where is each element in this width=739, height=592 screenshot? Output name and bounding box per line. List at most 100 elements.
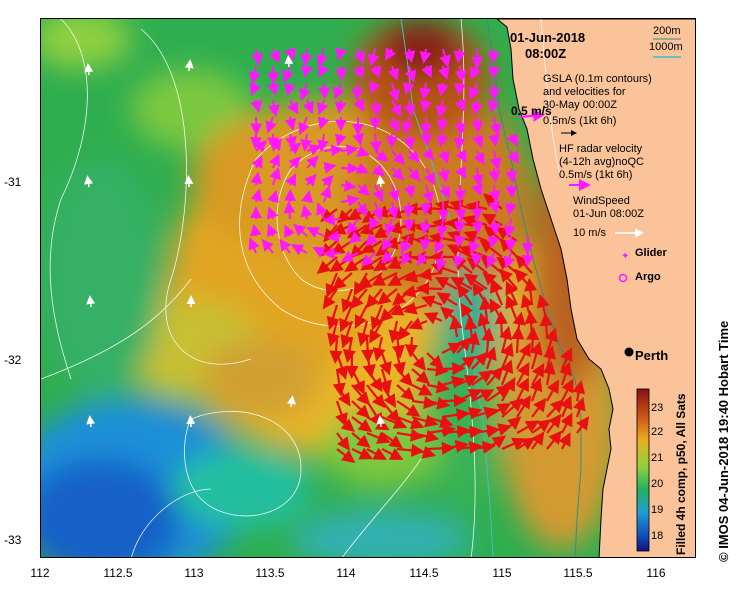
hf-vector-arrow [501, 416, 522, 434]
gsla-vector-arrow [470, 99, 483, 116]
gsla-vector-arrow [265, 116, 277, 134]
hf-vector-arrow [441, 375, 466, 389]
gsla-vector-arrow [340, 194, 360, 207]
hf-vector-arrow [366, 368, 383, 393]
gsla-vector-arrow [402, 201, 415, 219]
hf-vector-arrow [449, 315, 463, 338]
x-tick: 113.5 [255, 566, 285, 580]
hf-vector-arrow [411, 445, 437, 459]
hf-vector-arrow [511, 326, 525, 354]
gsla-vector-arrow [291, 244, 308, 256]
gsla-vector-arrow [355, 201, 368, 217]
gsla-vector-arrow [468, 82, 481, 100]
hf-vector-arrow [351, 447, 374, 460]
gsla-label-2: and velocities for [543, 86, 626, 98]
gsla-vector-arrow [369, 65, 382, 79]
gsla-vector-arrow [261, 238, 274, 254]
gsla-vector-arrow [423, 167, 435, 186]
x-tick: 113 [184, 566, 204, 580]
gsla-vector-arrow [419, 82, 432, 101]
hf-vector-arrow [516, 420, 540, 434]
hf-vector-arrow [486, 366, 504, 386]
gsla-vector-arrow [353, 65, 365, 80]
gsla-vector-arrow [401, 116, 414, 135]
hf-vector-arrow [426, 380, 450, 394]
hf-vector-arrow [471, 440, 496, 454]
gsla-vector-arrow [361, 252, 376, 267]
hf-vector-arrow [335, 352, 349, 380]
wind-vector-arrow [184, 59, 194, 72]
gsla-vector-arrow [316, 99, 329, 116]
gsla-vector-arrow [521, 252, 534, 268]
gsla-vector-arrow [267, 99, 280, 118]
gsla-vector-arrow [269, 166, 281, 186]
gsla-vector-arrow [288, 142, 302, 155]
hf-vector-arrow [426, 396, 451, 410]
gsla-vector-arrow [421, 64, 432, 79]
hf-vector-arrow [456, 375, 479, 388]
wind-label-1: WindSpeed [573, 195, 630, 207]
gsla-vector-arrow [503, 252, 516, 269]
hf-vector-arrow [396, 384, 415, 401]
gsla-vector-arrow [369, 80, 381, 95]
hf-vector-arrow [573, 396, 586, 418]
hf-vector-arrow [332, 272, 353, 290]
gsla-vector-arrow [251, 155, 263, 169]
gsla-vector-arrow [403, 81, 415, 95]
gsla-vector-arrow [407, 149, 421, 163]
gsla-vector-arrow [404, 65, 417, 83]
glider-label: Glider [635, 247, 667, 259]
gsla-vector-arrow [436, 218, 449, 238]
hf-vector-arrow [404, 336, 419, 358]
gsla-vector-arrow [419, 235, 432, 252]
x-tick: 112 [30, 566, 50, 580]
hf-vector-arrow [411, 368, 430, 385]
header-date: 01-Jun-2018 [510, 30, 586, 45]
gsla-vector-arrow [357, 183, 371, 197]
gsla-vector-arrow [250, 99, 263, 113]
hf-vector-arrow [546, 379, 560, 402]
hf-vector-arrow [411, 352, 426, 371]
gsla-vector-arrow [503, 218, 516, 238]
gsla-vector-arrow [454, 201, 467, 222]
wind-vector-arrow [84, 63, 94, 76]
gsla-vector-arrow [454, 116, 467, 136]
header-time: 08:00Z [525, 46, 567, 61]
hf-vector-arrow [456, 388, 483, 403]
gsla-vector-arrow [437, 201, 450, 222]
gsla-vector-arrow [387, 65, 399, 81]
hf-vector-arrow [336, 432, 350, 451]
hf-vector-arrow [411, 383, 433, 396]
gsla-vector-arrow [266, 206, 279, 220]
colorbar-tick: 20 [651, 478, 664, 490]
hf-vector-arrow [471, 389, 495, 402]
gsla-scale-arrow [518, 109, 545, 122]
gsla-vector-arrow [437, 167, 450, 184]
hf-vector-arrow [501, 437, 526, 451]
gsla-vector-arrow [306, 227, 325, 239]
gsla-vector-arrow [316, 48, 328, 68]
gsla-vector-arrow [388, 82, 400, 103]
hf-vector-arrow [351, 384, 371, 406]
hf-vector-arrow [351, 368, 365, 395]
gsla-vector-arrow [346, 218, 359, 235]
gsla-vector-arrow [437, 65, 450, 81]
gsla-vector-arrow [352, 132, 364, 146]
hf-vector-arrow [441, 439, 469, 453]
credit-label: © IMOS 04-Jun-2018 19:40 Hobart Time [716, 320, 731, 562]
gsla-vector-arrow [419, 48, 432, 64]
gsla-vector-arrow [312, 246, 326, 258]
hf-vector-arrow [366, 384, 386, 409]
gsla-vector-arrow [506, 133, 518, 147]
hf-vector-arrow [426, 363, 449, 377]
argo-icon [618, 273, 628, 283]
gsla-vector-arrow [348, 231, 362, 244]
gsla-vector-arrow [365, 233, 378, 247]
hf-radar-arrows [316, 193, 590, 464]
y-tick: -33 [4, 533, 22, 547]
hf-vector-arrow [372, 336, 386, 362]
hf-vector-arrow [524, 310, 538, 338]
gsla-vector-arrow [301, 65, 313, 79]
gsla-vector-arrow [391, 150, 406, 166]
hf-vector-arrow [396, 415, 425, 430]
